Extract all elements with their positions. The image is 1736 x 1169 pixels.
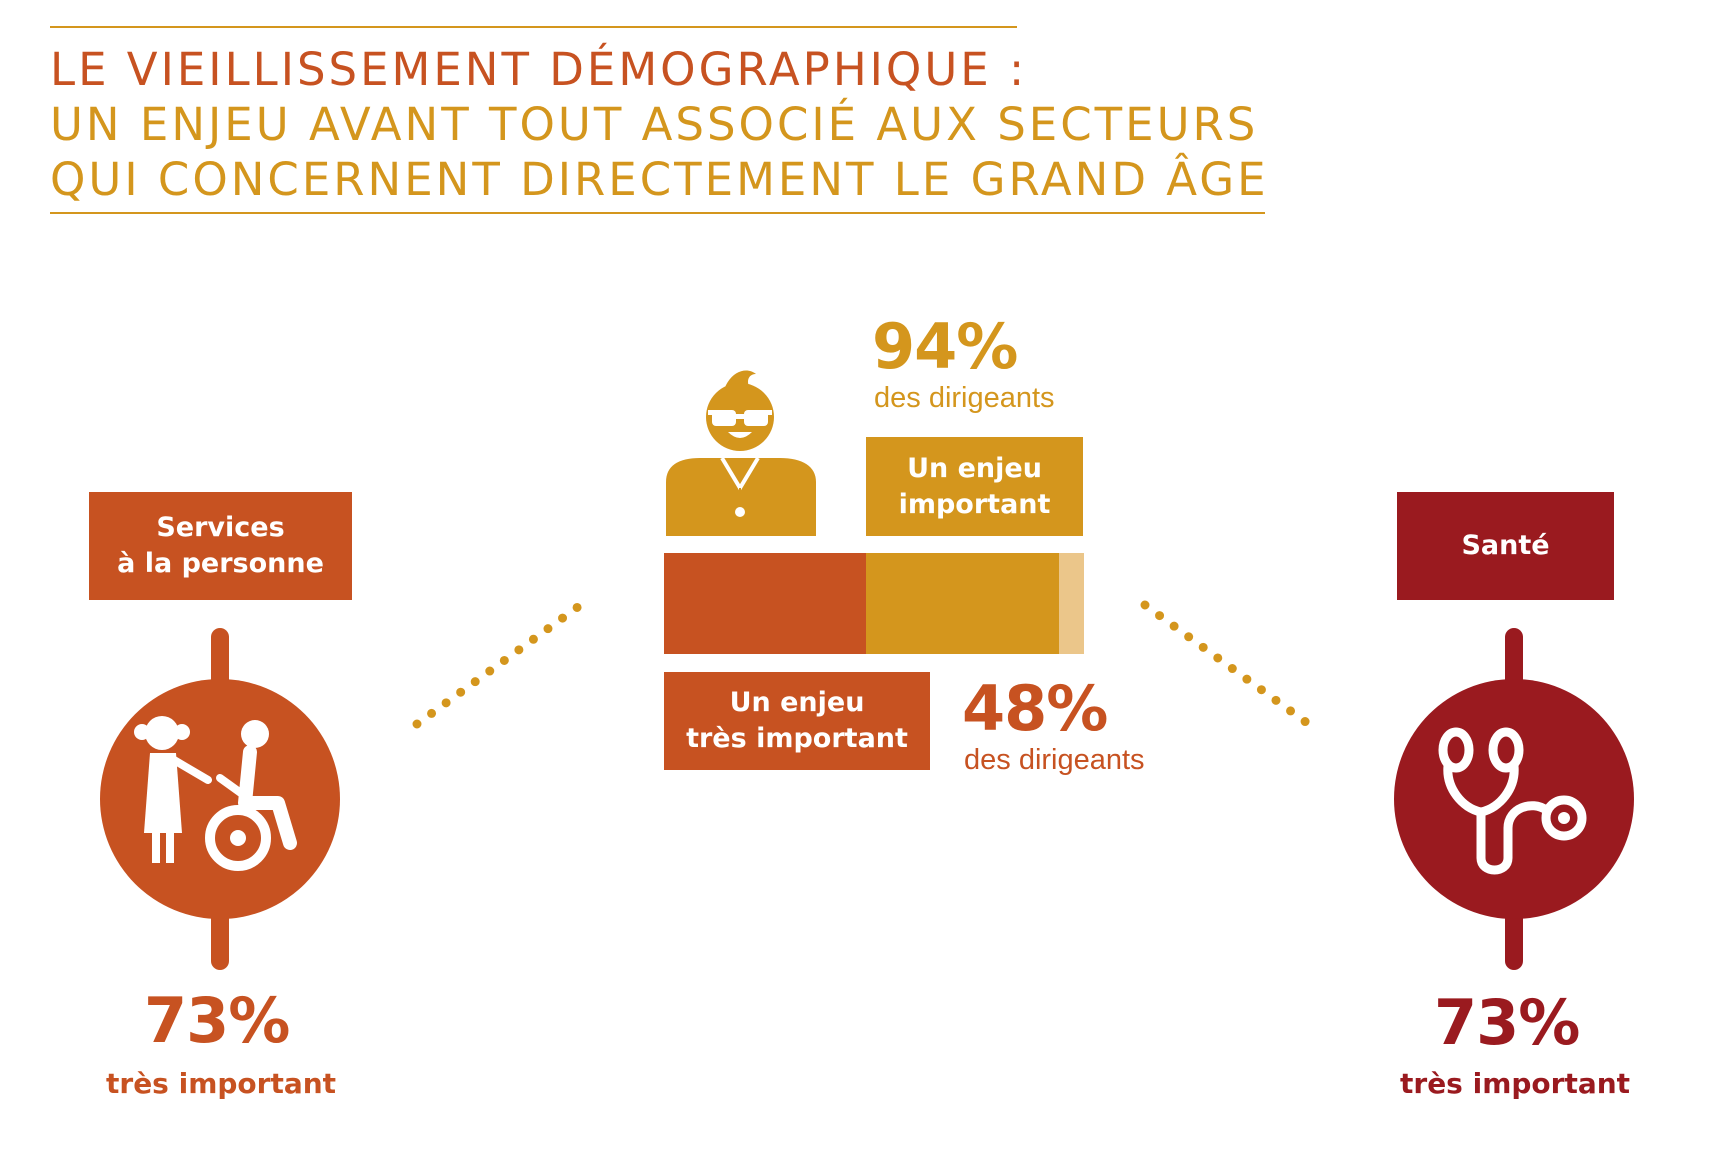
sante-percent: 73% bbox=[1434, 986, 1580, 1059]
page-title-line-3: QUI CONCERNENT DIRECTEMENT LE GRAND ÂGE bbox=[50, 153, 1269, 206]
top-percent: 94% bbox=[872, 310, 1018, 383]
page-title-line-1: LE VIEILLISSEMENT DÉMOGRAPHIQUE : bbox=[50, 43, 1028, 96]
bottom-caption: des dirigeants bbox=[964, 744, 1145, 776]
bar-segment-other bbox=[1058, 553, 1084, 654]
bar-segment-important bbox=[865, 553, 1059, 654]
right-dotted-connector bbox=[1140, 600, 1319, 733]
important-label-box: Un enjeu important bbox=[866, 437, 1083, 536]
bottom-percent: 48% bbox=[962, 672, 1108, 745]
services-caption: très important bbox=[106, 1067, 337, 1100]
sante-caption: très important bbox=[1400, 1067, 1631, 1100]
stacked-bar bbox=[664, 553, 1084, 654]
services-percent: 73% bbox=[144, 984, 290, 1057]
very-important-label-box: Un enjeu très important bbox=[664, 672, 930, 770]
executive-person-icon bbox=[666, 370, 816, 536]
caregiver-wheelchair-icon bbox=[100, 628, 340, 970]
top-caption: des dirigeants bbox=[874, 382, 1055, 414]
header-bottom-rule bbox=[50, 212, 1265, 214]
services-label-box: Services à la personne bbox=[89, 492, 352, 600]
page-title-line-2: UN ENJEU AVANT TOUT ASSOCIÉ AUX SECTEURS bbox=[50, 98, 1259, 151]
bar-segment-very-important bbox=[664, 553, 866, 654]
stethoscope-icon bbox=[1394, 628, 1634, 970]
left-dotted-connector bbox=[412, 596, 591, 729]
sante-label-box: Santé bbox=[1397, 492, 1614, 600]
header-top-rule bbox=[50, 26, 1017, 28]
